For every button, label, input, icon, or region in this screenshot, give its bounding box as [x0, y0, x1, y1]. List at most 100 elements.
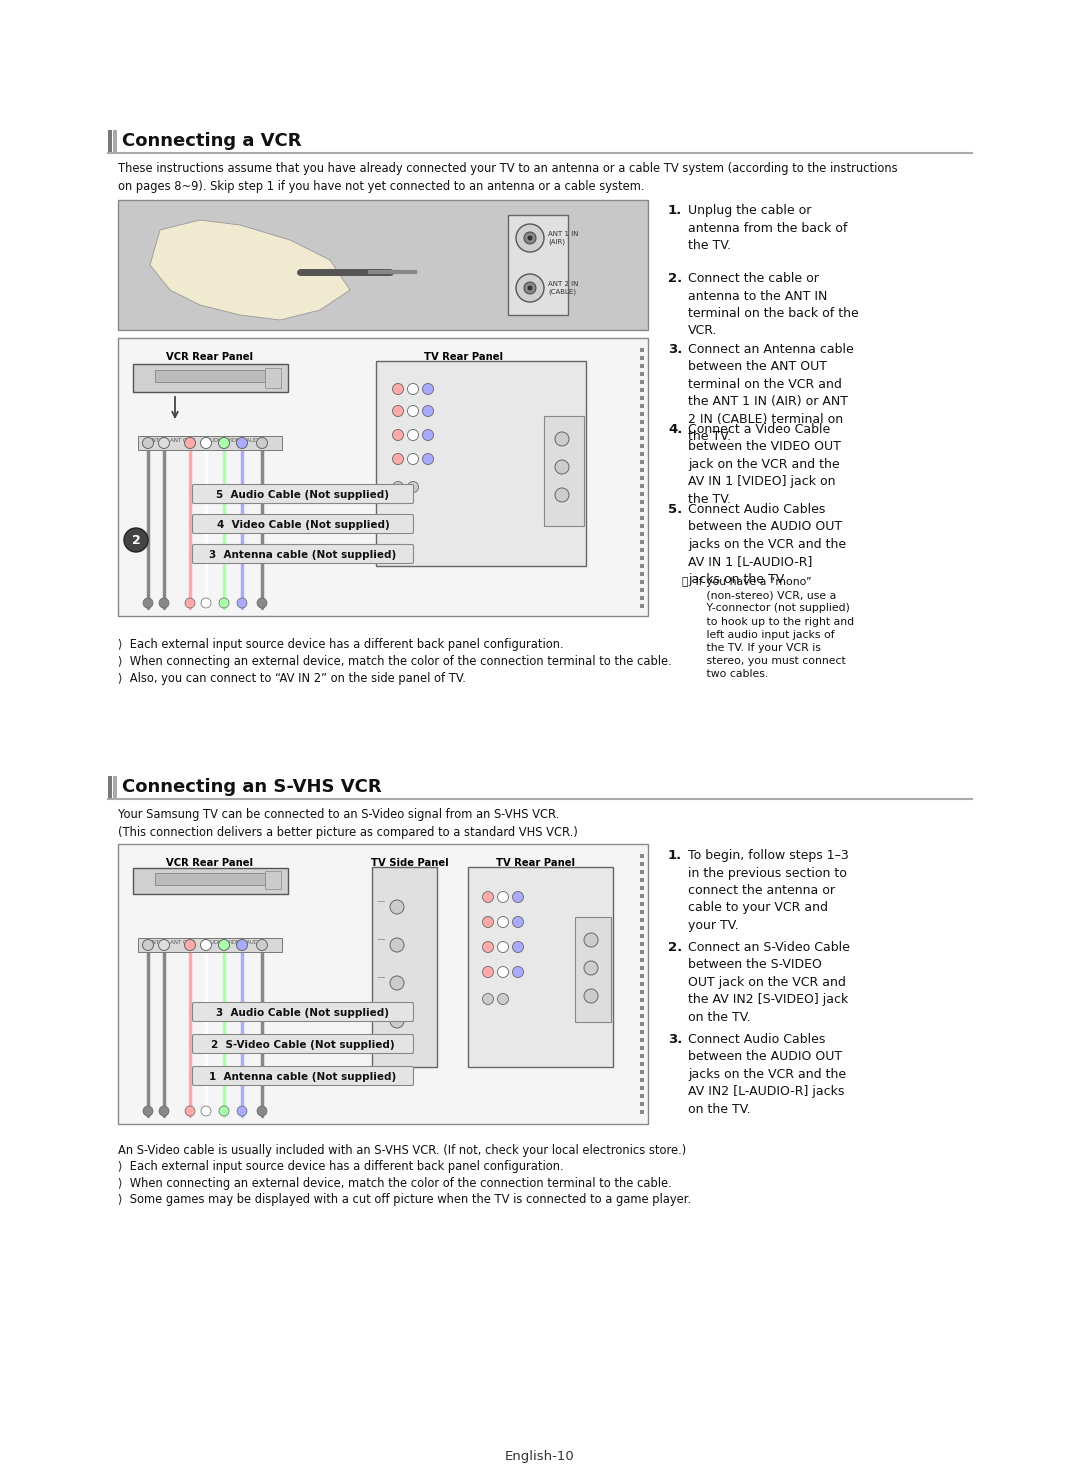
- Circle shape: [422, 454, 433, 464]
- Circle shape: [555, 432, 569, 446]
- Text: ⟩  Each external input source device has a different back panel configuration.: ⟩ Each external input source device has …: [118, 1160, 564, 1174]
- Bar: [640, 469, 644, 471]
- Bar: [640, 389, 644, 392]
- Text: ANT 1 IN
(AIR): ANT 1 IN (AIR): [548, 231, 579, 245]
- Bar: [640, 1054, 644, 1058]
- Text: 4  Video Cable (Not supplied): 4 Video Cable (Not supplied): [217, 519, 390, 529]
- Text: 3  Antenna cable (Not supplied): 3 Antenna cable (Not supplied): [210, 550, 396, 560]
- Text: ⟩  When connecting an external device, match the color of the connection termina: ⟩ When connecting an external device, ma…: [118, 655, 672, 668]
- Bar: [640, 910, 644, 913]
- Circle shape: [483, 941, 494, 952]
- Bar: [640, 998, 644, 1002]
- Circle shape: [407, 383, 419, 395]
- FancyBboxPatch shape: [192, 1002, 414, 1021]
- Bar: [372, 868, 437, 1067]
- Circle shape: [237, 1106, 247, 1116]
- Bar: [133, 364, 287, 392]
- Circle shape: [524, 232, 536, 244]
- Bar: [113, 130, 117, 152]
- Text: Connect the cable or
antenna to the ANT IN
terminal on the back of the
VCR.: Connect the cable or antenna to the ANT …: [688, 272, 859, 337]
- Circle shape: [516, 225, 544, 253]
- Bar: [640, 420, 644, 424]
- Bar: [640, 934, 644, 939]
- Circle shape: [483, 993, 494, 1005]
- Circle shape: [143, 940, 153, 950]
- Circle shape: [219, 1106, 229, 1116]
- Text: These instructions assume that you have already connected your TV to an antenna : These instructions assume that you have …: [118, 163, 897, 194]
- Bar: [640, 1063, 644, 1066]
- Circle shape: [483, 916, 494, 928]
- Circle shape: [201, 437, 212, 448]
- FancyBboxPatch shape: [192, 514, 414, 534]
- Text: Connect Audio Cables
between the AUDIO OUT
jacks on the VCR and the
AV IN2 [L-AU: Connect Audio Cables between the AUDIO O…: [688, 1033, 846, 1116]
- Circle shape: [422, 405, 433, 417]
- FancyBboxPatch shape: [192, 485, 414, 504]
- Bar: [640, 1070, 644, 1075]
- Bar: [640, 885, 644, 890]
- Circle shape: [513, 941, 524, 952]
- FancyBboxPatch shape: [192, 1035, 414, 1054]
- Bar: [640, 372, 644, 375]
- Bar: [640, 572, 644, 576]
- Bar: [118, 338, 648, 616]
- Circle shape: [390, 900, 404, 913]
- Circle shape: [422, 430, 433, 440]
- Bar: [640, 918, 644, 922]
- Bar: [138, 436, 282, 449]
- Bar: [640, 443, 644, 448]
- Text: 3.: 3.: [669, 343, 683, 356]
- Text: Connect Audio Cables
between the AUDIO OUT
jacks on the VCR and the
AV IN 1 [L-A: Connect Audio Cables between the AUDIO O…: [688, 503, 846, 585]
- Bar: [640, 556, 644, 560]
- Text: 3.: 3.: [669, 1033, 683, 1046]
- Circle shape: [584, 989, 598, 1004]
- Circle shape: [390, 975, 404, 990]
- Circle shape: [513, 891, 524, 903]
- Bar: [640, 1021, 644, 1026]
- Circle shape: [201, 599, 211, 607]
- Text: TV Rear Panel: TV Rear Panel: [497, 859, 576, 868]
- Bar: [640, 862, 644, 866]
- Circle shape: [584, 933, 598, 947]
- Bar: [640, 588, 644, 593]
- Bar: [640, 871, 644, 873]
- Circle shape: [159, 1106, 168, 1116]
- Text: ⟩  When connecting an external device, match the color of the connection termina: ⟩ When connecting an external device, ma…: [118, 1176, 672, 1190]
- Circle shape: [218, 940, 229, 950]
- Circle shape: [257, 1106, 267, 1116]
- Bar: [640, 364, 644, 368]
- Circle shape: [237, 940, 247, 950]
- Bar: [640, 380, 644, 384]
- Text: TV Side Panel: TV Side Panel: [372, 859, 449, 868]
- Text: ⟩  Each external input source device has a different back panel configuration.: ⟩ Each external input source device has …: [118, 638, 564, 650]
- Text: 4.: 4.: [669, 423, 683, 436]
- Text: Connecting an S-VHS VCR: Connecting an S-VHS VCR: [122, 777, 381, 797]
- Circle shape: [159, 940, 170, 950]
- Text: 5.: 5.: [669, 503, 683, 516]
- Text: VCR Rear Panel: VCR Rear Panel: [166, 859, 254, 868]
- Bar: [640, 460, 644, 464]
- Text: 1.: 1.: [669, 204, 683, 217]
- Bar: [640, 1077, 644, 1082]
- Bar: [640, 974, 644, 978]
- Bar: [640, 1094, 644, 1098]
- Bar: [640, 958, 644, 962]
- Bar: [640, 1038, 644, 1042]
- Bar: [640, 356, 644, 361]
- Bar: [265, 871, 281, 888]
- Text: ⟩  Some games may be displayed with a cut off picture when the TV is connected t: ⟩ Some games may be displayed with a cut…: [118, 1193, 691, 1206]
- Text: Connecting a VCR: Connecting a VCR: [122, 132, 301, 149]
- Circle shape: [124, 528, 148, 551]
- Text: —: —: [377, 897, 386, 906]
- Circle shape: [237, 599, 247, 607]
- Circle shape: [392, 383, 404, 395]
- Circle shape: [407, 405, 419, 417]
- Bar: [640, 1030, 644, 1035]
- Circle shape: [143, 599, 153, 607]
- Bar: [156, 370, 265, 381]
- Bar: [640, 516, 644, 520]
- Bar: [640, 941, 644, 946]
- Bar: [544, 415, 584, 526]
- Text: To begin, follow steps 1–3
in the previous section to
connect the antenna or
cab: To begin, follow steps 1–3 in the previo…: [688, 848, 849, 933]
- Bar: [640, 927, 644, 930]
- Circle shape: [201, 940, 212, 950]
